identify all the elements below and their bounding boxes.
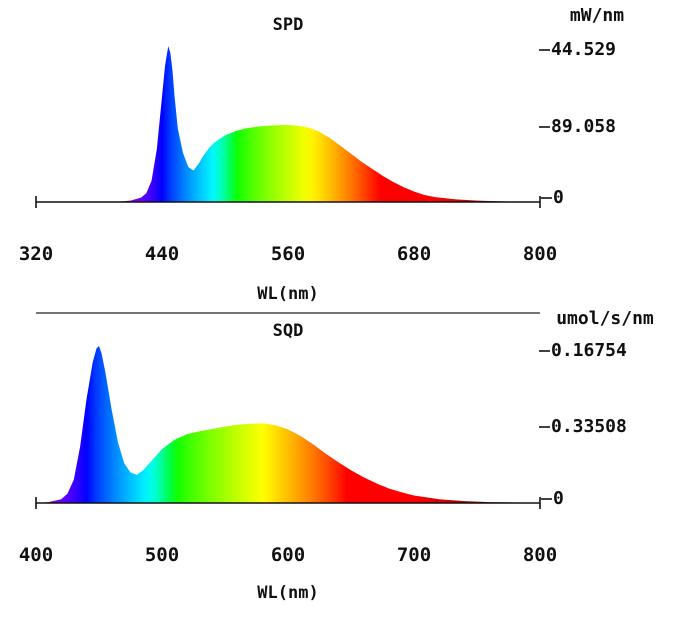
- spd-y-ticks: 0 44.529 89.058: [539, 39, 616, 208]
- sqd-title: SQD: [273, 321, 304, 341]
- sqd-y-tick-label: 0.33508: [551, 416, 627, 437]
- sqd-x-tick-label: 400: [19, 544, 53, 566]
- spd-x-axis-title: WL(nm): [257, 284, 318, 304]
- sqd-y-tick-label: 0: [553, 488, 564, 509]
- spd-x-tick-label: 800: [523, 243, 557, 265]
- sqd-spectrum-area: [36, 346, 540, 503]
- spd-spectrum-area: [99, 46, 540, 202]
- sqd-x-ticks: 400 500 600 700 800: [19, 544, 557, 566]
- sqd-x-tick-label: 500: [145, 544, 179, 566]
- sqd-unit-label: umol/s/nm: [556, 308, 654, 329]
- spd-x-tick-label: 560: [271, 243, 305, 265]
- spd-x-tick-label: 320: [19, 243, 53, 265]
- spd-chart: SPD mW/nm 320 440 560 680 800 044.52989.058 …: [19, 5, 624, 304]
- sqd-x-axis-title: WL(nm): [257, 583, 318, 603]
- spd-y-tick-label: 0: [553, 187, 564, 208]
- spd-y-tick-label: 89.058: [551, 116, 616, 137]
- sqd-x-tick-label: 600: [271, 544, 305, 566]
- spd-x-tick-label: 680: [397, 243, 431, 265]
- sqd-x-tick-label: 800: [523, 544, 557, 566]
- sqd-plot-area: [35, 346, 541, 509]
- sqd-y-tick-label: 0.16754: [551, 340, 627, 361]
- spd-y-tick-label: 44.529: [551, 39, 616, 60]
- spd-plot-area: [35, 46, 541, 208]
- spd-x-tick-label: 440: [145, 243, 179, 265]
- spd-unit-label: mW/nm: [570, 5, 624, 26]
- sqd-x-tick-label: 700: [397, 544, 431, 566]
- sqd-chart: SQD umol/s/nm 400 500 600 700 800 0 0.16754 0.…: [19, 308, 654, 603]
- spd-x-ticks: 320 440 560 680 800: [19, 243, 557, 265]
- sqd-y-ticks: 0 0.16754 0.33508: [539, 340, 627, 509]
- spd-title: SPD: [273, 15, 304, 35]
